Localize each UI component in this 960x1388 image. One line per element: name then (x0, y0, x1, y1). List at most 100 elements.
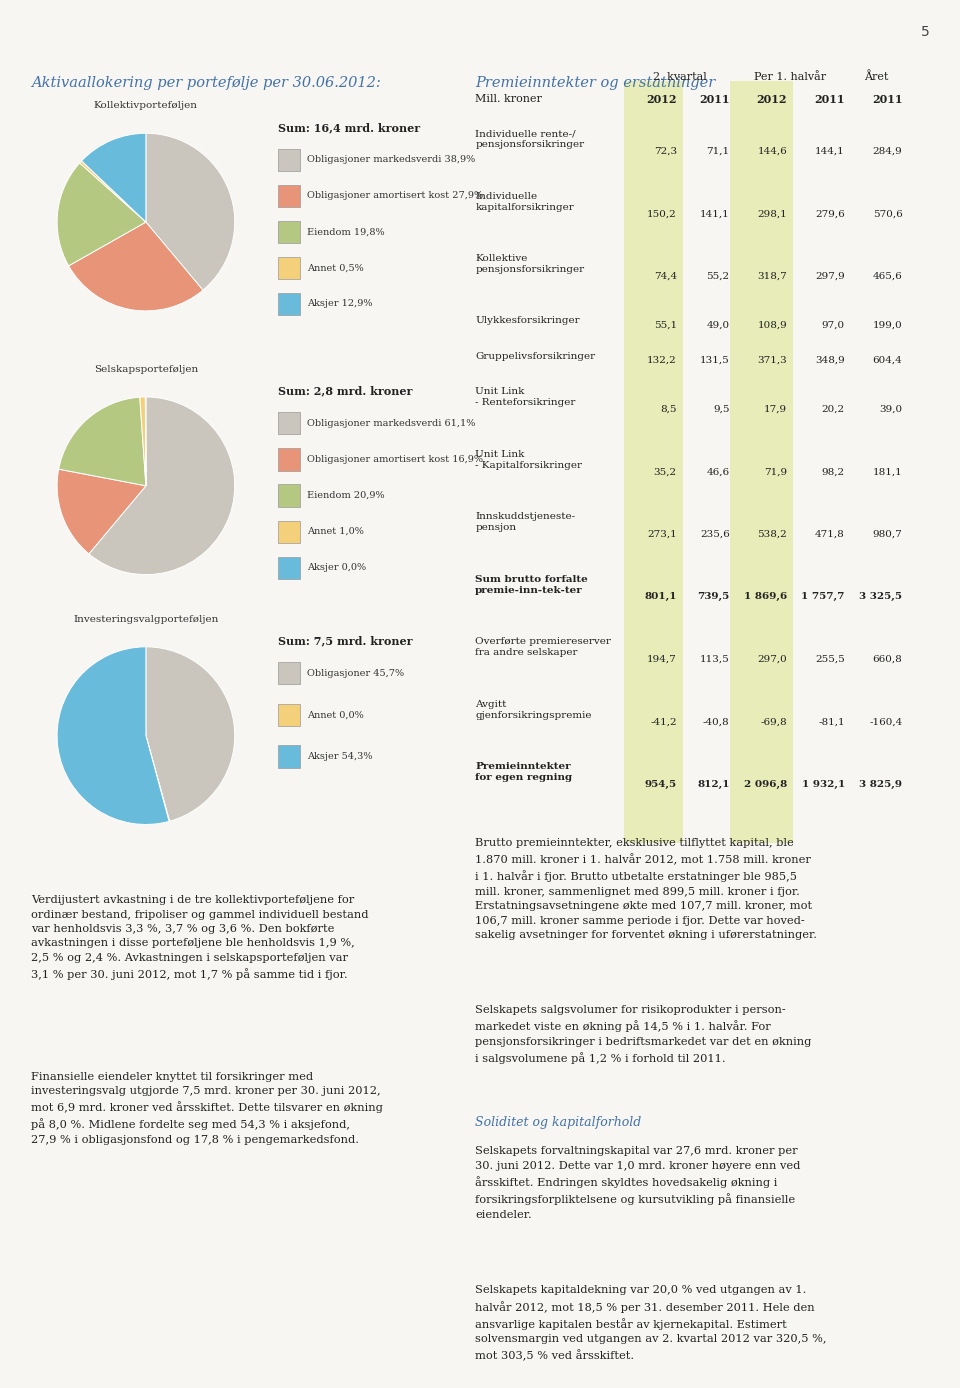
Text: 980,7: 980,7 (873, 530, 902, 539)
Text: 3 325,5: 3 325,5 (859, 593, 902, 601)
Text: 97,0: 97,0 (822, 321, 845, 329)
Text: 74,4: 74,4 (654, 272, 677, 280)
Text: 298,1: 298,1 (757, 210, 787, 218)
Text: 2 096,8: 2 096,8 (744, 780, 787, 788)
Text: 812,1: 812,1 (697, 780, 730, 788)
Text: Sum: 16,4 mrd. kroner: Sum: 16,4 mrd. kroner (278, 122, 420, 133)
Wedge shape (146, 133, 235, 290)
Title: Selskapsporteføljen: Selskapsporteføljen (94, 365, 198, 373)
Text: Året: Året (864, 71, 889, 82)
Wedge shape (146, 647, 235, 822)
Text: 181,1: 181,1 (873, 468, 902, 476)
Text: 2012: 2012 (756, 94, 787, 105)
Text: Soliditet og kapitalforhold: Soliditet og kapitalforhold (475, 1116, 641, 1128)
Text: Obligasjoner markedsverdi 38,9%: Obligasjoner markedsverdi 38,9% (307, 155, 475, 164)
Text: 55,2: 55,2 (707, 272, 730, 280)
Text: 71,9: 71,9 (764, 468, 787, 476)
Text: 113,5: 113,5 (700, 655, 730, 663)
Text: Annet 1,0%: Annet 1,0% (307, 527, 364, 536)
Text: 1 757,7: 1 757,7 (802, 593, 845, 601)
Text: Annet 0,0%: Annet 0,0% (307, 711, 364, 719)
Text: 8,5: 8,5 (660, 405, 677, 414)
Text: 801,1: 801,1 (644, 593, 677, 601)
Text: 144,6: 144,6 (757, 147, 787, 155)
Text: Obligasjoner amortisert kost 16,9%: Obligasjoner amortisert kost 16,9% (307, 455, 483, 464)
Wedge shape (57, 162, 146, 266)
Text: Selskapets forvaltningskapital var 27,6 mrd. kroner per
30. juni 2012. Dette var: Selskapets forvaltningskapital var 27,6 … (475, 1146, 801, 1220)
Text: Premieinntekter og erstatninger: Premieinntekter og erstatninger (475, 76, 715, 90)
Text: 72,3: 72,3 (654, 147, 677, 155)
Text: 194,7: 194,7 (647, 655, 677, 663)
Text: Unit Link
- Renteforsikringer: Unit Link - Renteforsikringer (475, 387, 576, 407)
Text: Selskapets kapitaldekning var 20,0 % ved utgangen av 1.
halvår 2012, mot 18,5 % : Selskapets kapitaldekning var 20,0 % ved… (475, 1285, 827, 1362)
Text: 660,8: 660,8 (873, 655, 902, 663)
Text: Sum: 2,8 mrd. kroner: Sum: 2,8 mrd. kroner (278, 386, 413, 397)
Text: Innskuddstjeneste-
pensjon: Innskuddstjeneste- pensjon (475, 512, 575, 532)
Text: Overførte premiereserver
fra andre selskaper: Overførte premiereserver fra andre selsk… (475, 637, 612, 657)
Text: 5: 5 (921, 25, 929, 39)
Text: 9,5: 9,5 (713, 405, 730, 414)
Text: Obligasjoner amortisert kost 27,9%: Obligasjoner amortisert kost 27,9% (307, 192, 483, 200)
Text: 604,4: 604,4 (873, 357, 902, 365)
Text: Eiendom 20,9%: Eiendom 20,9% (307, 491, 385, 500)
Text: 49,0: 49,0 (707, 321, 730, 329)
Text: 279,6: 279,6 (815, 210, 845, 218)
Text: 2011: 2011 (814, 94, 845, 105)
Text: Aksjer 12,9%: Aksjer 12,9% (307, 300, 372, 308)
Text: Premieinntekter
for egen regning: Premieinntekter for egen regning (475, 762, 572, 781)
Text: 297,0: 297,0 (757, 655, 787, 663)
Text: 739,5: 739,5 (697, 593, 730, 601)
Text: Unit Link
- Kapitalforsikringer: Unit Link - Kapitalforsikringer (475, 450, 582, 469)
Text: -160,4: -160,4 (869, 718, 902, 726)
Title: Kollektivporteføljen: Kollektivporteføljen (94, 101, 198, 110)
Text: 348,9: 348,9 (815, 357, 845, 365)
Text: 39,0: 39,0 (879, 405, 902, 414)
Text: 2. kvartal: 2. kvartal (653, 72, 707, 82)
Text: 150,2: 150,2 (647, 210, 677, 218)
Text: Mill. kroner: Mill. kroner (475, 94, 542, 104)
Text: Avgitt
gjenforsikringspremie: Avgitt gjenforsikringspremie (475, 700, 591, 719)
Text: 1 932,1: 1 932,1 (802, 780, 845, 788)
Text: Individuelle
kapitalforsikringer: Individuelle kapitalforsikringer (475, 192, 574, 211)
Text: 471,8: 471,8 (815, 530, 845, 539)
Wedge shape (57, 647, 169, 824)
Text: 144,1: 144,1 (815, 147, 845, 155)
Text: 273,1: 273,1 (647, 530, 677, 539)
Text: Aksjer 54,3%: Aksjer 54,3% (307, 752, 372, 761)
Text: -40,8: -40,8 (703, 718, 730, 726)
Text: -69,8: -69,8 (760, 718, 787, 726)
Wedge shape (146, 736, 170, 822)
Text: Brutto premieinntekter, eksklusive tilflyttet kapital, ble
1.870 mill. kroner i : Brutto premieinntekter, eksklusive tilfl… (475, 838, 817, 940)
Wedge shape (89, 397, 235, 575)
Text: 2012: 2012 (646, 94, 677, 105)
Text: Aktivaallokering per portefølje per 30.06.2012:: Aktivaallokering per portefølje per 30.0… (31, 76, 380, 90)
Text: Per 1. halvår: Per 1. halvår (754, 72, 827, 82)
Wedge shape (82, 133, 146, 222)
Text: Finansielle eiendeler knyttet til forsikringer med
investeringsvalg utgjorde 7,5: Finansielle eiendeler knyttet til forsik… (31, 1072, 383, 1145)
Text: 131,5: 131,5 (700, 357, 730, 365)
Text: 20,2: 20,2 (822, 405, 845, 414)
Text: 538,2: 538,2 (757, 530, 787, 539)
Text: 2011: 2011 (872, 94, 902, 105)
Text: Gruppelivsforsikringer: Gruppelivsforsikringer (475, 353, 595, 361)
Text: Sum brutto forfalte
premie­inn­tek­ter: Sum brutto forfalte premie­inn­tek­ter (475, 575, 588, 594)
Text: 35,2: 35,2 (654, 468, 677, 476)
Text: 141,1: 141,1 (700, 210, 730, 218)
Wedge shape (59, 397, 146, 486)
Text: 17,9: 17,9 (764, 405, 787, 414)
Text: 465,6: 465,6 (873, 272, 902, 280)
Wedge shape (140, 397, 146, 486)
Text: 371,3: 371,3 (757, 357, 787, 365)
Text: Individuelle rente-/
pensjonsforsikringer: Individuelle rente-/ pensjonsforsikringe… (475, 129, 585, 149)
Text: -81,1: -81,1 (818, 718, 845, 726)
Text: Verdijustert avkastning i de tre kollektivporteføljene for
ordinær bestand, frip: Verdijustert avkastning i de tre kollekt… (31, 895, 369, 980)
Text: 3 825,9: 3 825,9 (859, 780, 902, 788)
Wedge shape (80, 161, 146, 222)
Text: 132,2: 132,2 (647, 357, 677, 365)
Title: Investeringsvalgporteføljen: Investeringsvalgporteføljen (73, 615, 219, 623)
Wedge shape (68, 222, 203, 311)
Text: 570,6: 570,6 (873, 210, 902, 218)
Text: -41,2: -41,2 (650, 718, 677, 726)
Text: 318,7: 318,7 (757, 272, 787, 280)
Text: 71,1: 71,1 (707, 147, 730, 155)
